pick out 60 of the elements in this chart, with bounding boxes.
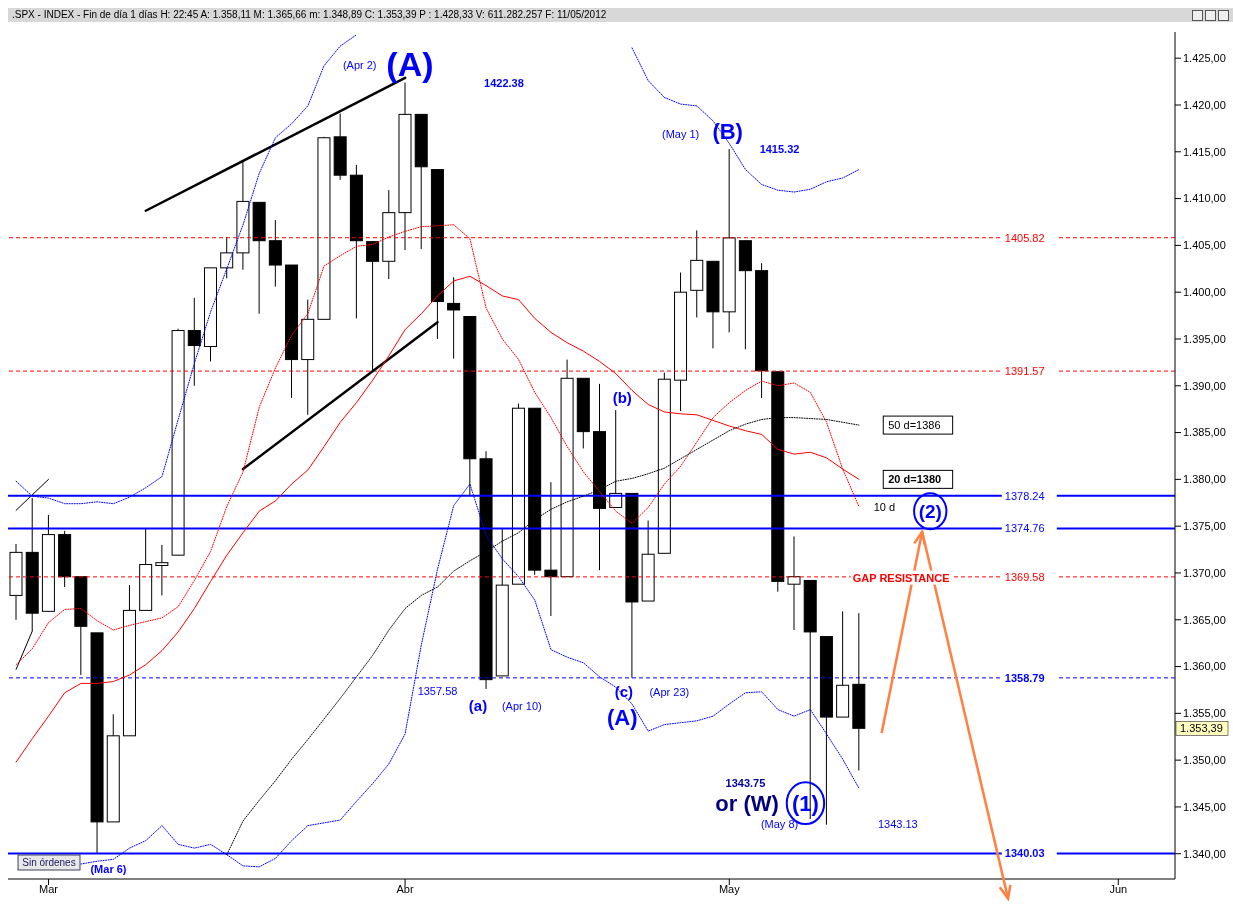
y-tick-label: 1.355,00 [1183, 707, 1226, 720]
annotation: (Apr 10) [501, 699, 542, 712]
annotation: or (W) [715, 790, 779, 816]
candlestick [220, 236, 234, 279]
candlestick [187, 297, 201, 387]
y-tick-label: 1.415,00 [1183, 145, 1226, 158]
ref-line-label: 1391.57 [1004, 365, 1045, 378]
annotation: (Apr 2) [342, 58, 377, 71]
annotation: (b) [612, 389, 632, 407]
ref-line-label: 1358.79 [1004, 671, 1045, 684]
candlestick [544, 481, 558, 617]
text: 1.353,39 [1180, 722, 1223, 735]
y-tick-label: 1.370,00 [1183, 566, 1226, 579]
x-tick-label: Abr [396, 883, 414, 895]
annotation: (A) [386, 44, 434, 83]
annotation: (a) [468, 697, 488, 715]
annotation: 1357.58 [417, 684, 458, 697]
annotation: (May 1) [662, 128, 700, 141]
text: 50 d=1386 [888, 419, 941, 432]
y-tick-label: 1.395,00 [1183, 332, 1226, 345]
annotation: (Mar 6) [90, 862, 127, 875]
y-tick-label: 1.390,00 [1183, 379, 1226, 392]
y-tick-label: 1.375,00 [1183, 520, 1226, 533]
candlestick [787, 535, 801, 631]
annotation: (c) [614, 683, 634, 701]
x-tick-label: Jun [1109, 883, 1128, 895]
annotation: GAP RESISTANCE [852, 571, 950, 584]
text: 20 d=1380 [888, 473, 942, 486]
chart-title: .SPX - INDEX - Fin de día 1 días H: 22:45 A: 1.358,11 M: 1.365,66 m: 1.348,89 C: 1.353,39 P : 1.428,33 V: 611.282.257 F: 11/05/2012 [8, 8, 1233, 22]
ref-line-label: 1405.82 [1004, 231, 1045, 244]
ref-line-label: 1340.03 [1004, 847, 1045, 860]
series-label: 10 d [873, 500, 896, 513]
y-tick-label: 1.410,00 [1183, 192, 1226, 205]
y-tick-label: 1.425,00 [1183, 52, 1226, 65]
annotation: (B) [712, 118, 743, 144]
y-tick-label: 1.350,00 [1183, 754, 1226, 767]
candlestick [155, 544, 169, 596]
x-tick-label: Mar [39, 883, 59, 895]
ref-line-label: 1369.58 [1004, 570, 1045, 583]
candlestick [447, 276, 461, 360]
x-tick-label: May [718, 883, 741, 895]
annotation: 1343.13 [877, 817, 918, 830]
annotation: (2) [918, 500, 942, 522]
ref-line-label: 1378.24 [1004, 489, 1045, 502]
annotation: 1415.32 [759, 142, 800, 155]
annotation: 1422.38 [484, 76, 524, 89]
annotation: (A) [607, 704, 638, 730]
annotation: (Apr 23) [649, 685, 690, 698]
y-tick-label: 1.345,00 [1183, 800, 1226, 813]
y-tick-label: 1.385,00 [1183, 426, 1226, 439]
y-tick-label: 1.360,00 [1183, 660, 1226, 673]
y-tick-label: 1.405,00 [1183, 239, 1226, 252]
ref-line-label: 1374.76 [1004, 522, 1045, 535]
y-tick-label: 1.380,00 [1183, 473, 1226, 486]
y-tick-label: 1.400,00 [1183, 286, 1226, 299]
y-tick-label: 1.420,00 [1183, 98, 1226, 111]
y-tick-label: 1.365,00 [1183, 613, 1226, 626]
annotation: 1343.75 [725, 776, 766, 789]
annotation: Sin órdenes [22, 857, 76, 868]
y-tick-label: 1.340,00 [1183, 847, 1226, 860]
